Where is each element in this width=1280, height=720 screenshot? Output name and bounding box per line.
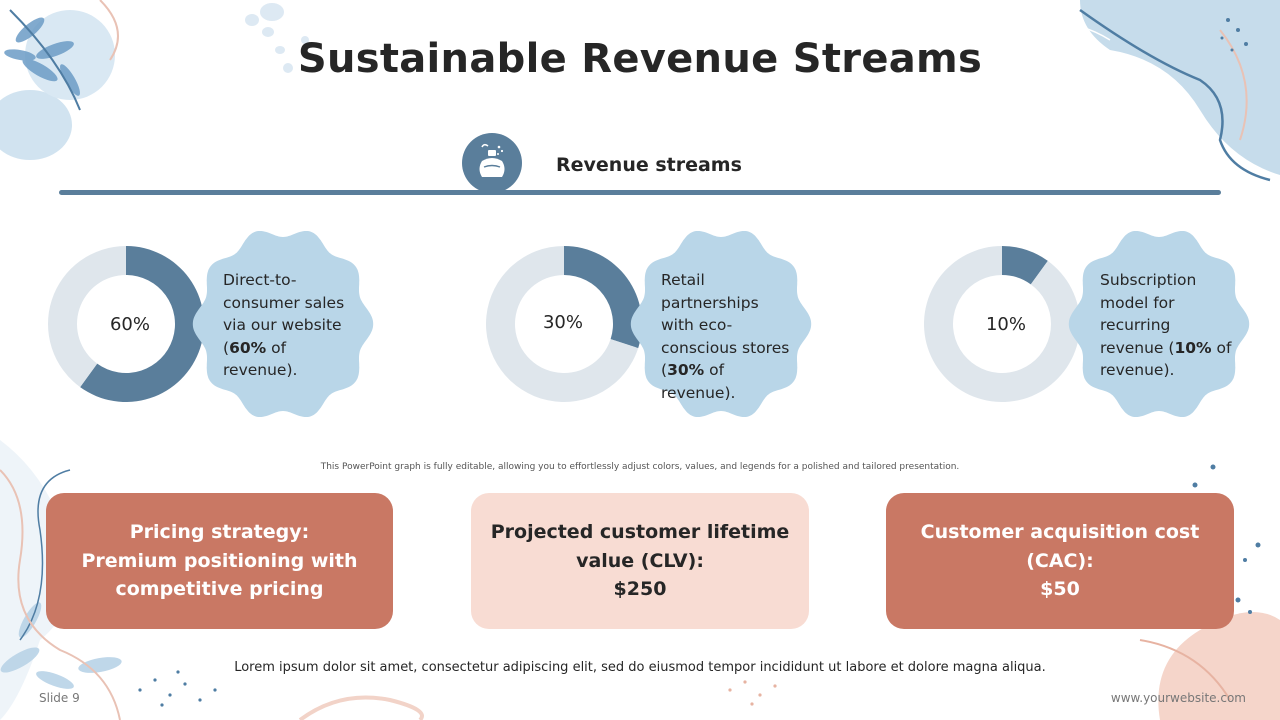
donut-slice-remainder — [924, 246, 1080, 402]
scalloped-badge-shape — [192, 231, 374, 417]
slide-number: Slide 9 — [39, 691, 80, 705]
slide-title: Sustainable Revenue Streams — [297, 36, 983, 82]
scalloped-badge — [192, 231, 374, 417]
pricing-strategy-card: Pricing strategy: Premium positioning wit… — [46, 493, 393, 629]
stream-description-direct: Direct-to-consumer sales via our website… — [223, 271, 345, 379]
scalloped-badge — [630, 231, 812, 417]
donut-slice-share — [1002, 246, 1048, 285]
scalloped-badge-shape — [630, 231, 812, 417]
donut-slice-remainder — [486, 246, 639, 402]
donut-slice-share — [80, 246, 204, 402]
donut-slice-remainder — [48, 246, 126, 388]
donut-chart-direct-sales — [48, 246, 204, 402]
donut-center-label: 30% — [542, 312, 583, 333]
section-label: Revenue streams — [556, 154, 742, 176]
donut-slice-share — [564, 246, 642, 349]
footer-text: Lorem ipsum dolor sit amet, consectetur … — [234, 660, 1046, 675]
perfume-bottle-icon — [462, 133, 522, 193]
donut-center-label: 10% — [985, 314, 1026, 335]
editable-graph-note: This PowerPoint graph is fully editable,… — [320, 462, 960, 472]
donut-chart-subscription — [924, 246, 1080, 402]
website-url: www.yourwebsite.com — [1110, 691, 1246, 705]
scalloped-badge-shape — [1068, 231, 1250, 417]
stream-description-retail: Retail partnerships with eco-conscious s… — [661, 271, 790, 402]
donut-center-label: 60% — [109, 314, 150, 335]
cac-card: Customer acquisition cost (CAC): $50 — [886, 493, 1234, 629]
clv-card: Projected customer lifetime value (CLV): $… — [471, 493, 809, 629]
scalloped-badge — [1068, 231, 1250, 417]
section-divider — [59, 190, 1221, 195]
donut-chart-retail — [486, 246, 642, 402]
stream-description-subscription: Subscription model for recurring revenue… — [1100, 271, 1232, 379]
